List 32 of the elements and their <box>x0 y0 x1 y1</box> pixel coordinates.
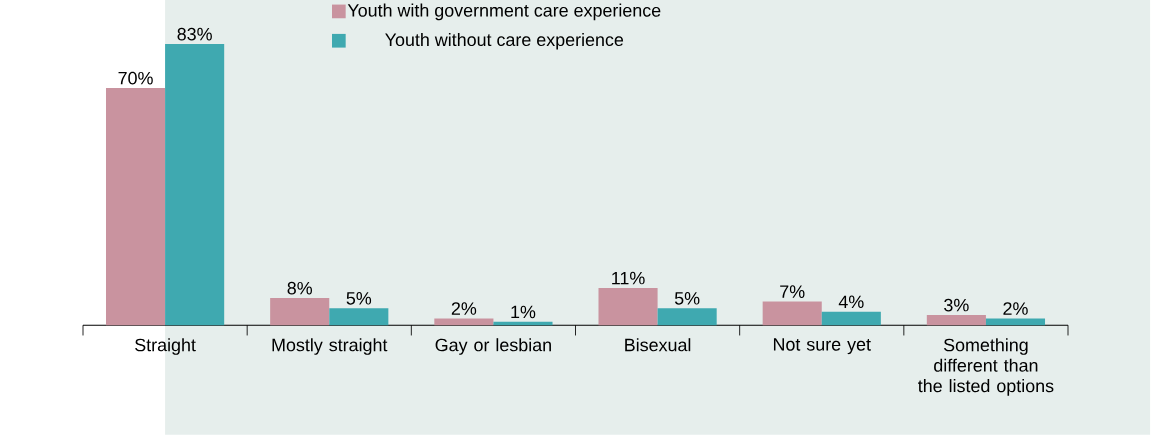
data-label: 83% <box>177 27 212 41</box>
x-tick-label: Gay or lesbian <box>435 338 551 355</box>
x-tick-label: Something different than the listed options <box>918 338 1054 396</box>
bar <box>329 308 389 326</box>
data-label: 2% <box>1003 302 1028 315</box>
bar <box>598 288 658 326</box>
x-tick-label: Mostly straight <box>272 338 388 355</box>
x-tick-label: Not sure yet <box>773 338 871 355</box>
bar <box>926 315 986 326</box>
bar <box>434 318 494 326</box>
data-label: 1% <box>511 305 536 319</box>
x-tick-label: Straight <box>135 338 196 355</box>
data-label: 7% <box>780 285 805 299</box>
data-label: 8% <box>287 281 313 295</box>
data-label: 4% <box>838 295 864 309</box>
data-label: 11% <box>612 271 645 285</box>
data-label: 2% <box>451 302 477 315</box>
x-tick-label: Bisexual <box>625 338 691 352</box>
bar <box>762 301 822 326</box>
bar <box>165 44 225 326</box>
bar <box>985 318 1046 326</box>
bar <box>657 308 717 326</box>
data-label: 70% <box>118 71 153 85</box>
bar <box>270 298 330 326</box>
bar <box>821 311 881 326</box>
legend-label: Youth with government care experience <box>347 3 661 21</box>
bar <box>105 88 166 326</box>
data-label: 5% <box>674 292 700 305</box>
data-label: 3% <box>944 298 969 312</box>
data-label: 5% <box>346 292 372 305</box>
legend-label: Youth without care experience <box>385 33 624 50</box>
bar <box>493 321 553 326</box>
